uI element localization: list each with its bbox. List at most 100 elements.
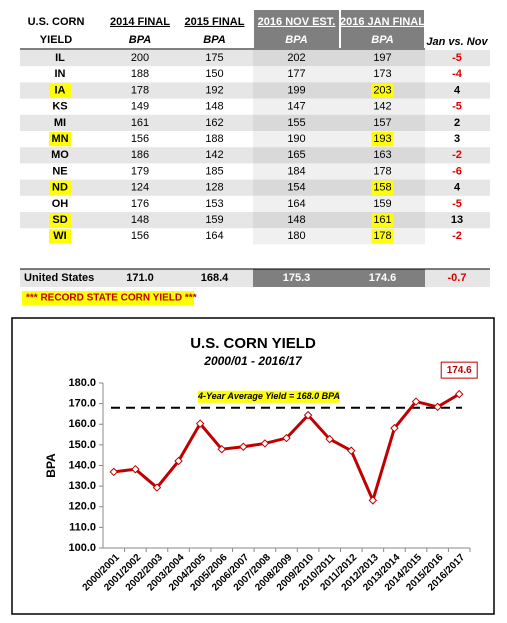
total-cell: 174.6 bbox=[369, 272, 397, 284]
chart-subtitle: 2000/01 - 2016/17 bbox=[203, 354, 303, 368]
y-tick-label: 120.0 bbox=[68, 501, 96, 513]
note: *** RECORD STATE CORN YIELD *** bbox=[26, 293, 197, 304]
y-axis-label: BPA bbox=[44, 453, 58, 478]
table-cell: -4 bbox=[452, 68, 463, 80]
table-cell: 148 bbox=[287, 214, 305, 226]
col-bg bbox=[253, 163, 425, 180]
col-bg bbox=[253, 82, 425, 99]
table-cell: 158 bbox=[373, 182, 391, 194]
table-cell: 149 bbox=[131, 101, 149, 113]
col-bg bbox=[253, 50, 425, 67]
state-label: WI bbox=[53, 230, 66, 242]
column-header: YIELD bbox=[40, 34, 72, 46]
table-cell: 165 bbox=[287, 149, 305, 161]
point-marker bbox=[239, 442, 248, 451]
table-cell: 142 bbox=[205, 149, 223, 161]
col-bg bbox=[253, 114, 425, 131]
table-cell: 192 bbox=[205, 84, 223, 96]
table-cell: -2 bbox=[452, 230, 462, 242]
y-tick-label: 110.0 bbox=[69, 521, 96, 533]
col-bg bbox=[253, 66, 425, 83]
table-cell: 163 bbox=[373, 149, 391, 161]
state-label: IL bbox=[55, 52, 65, 64]
point-marker bbox=[282, 433, 291, 443]
column-header: 2015 FINAL bbox=[185, 16, 245, 28]
table-cell: 4 bbox=[454, 84, 461, 96]
record-highlight bbox=[371, 180, 394, 195]
record-highlight bbox=[49, 213, 71, 228]
point-marker bbox=[109, 467, 119, 477]
table-cell: 200 bbox=[131, 52, 149, 64]
table-cell: 153 bbox=[205, 198, 223, 210]
table-cell: -5 bbox=[452, 198, 462, 210]
table-cell: 142 bbox=[373, 101, 391, 113]
point-marker bbox=[368, 496, 378, 505]
table-cell: 156 bbox=[131, 230, 149, 242]
y-tick-label: 170.0 bbox=[68, 398, 96, 410]
record-highlight bbox=[49, 229, 71, 244]
table-cell: 188 bbox=[205, 133, 223, 145]
table-cell: 161 bbox=[131, 117, 149, 129]
table-cell: 203 bbox=[373, 84, 391, 96]
table-cell: 178 bbox=[373, 165, 391, 177]
table-cell: 157 bbox=[373, 117, 391, 129]
col-bg bbox=[253, 179, 425, 196]
table-cell: 164 bbox=[287, 198, 305, 210]
column-header: 2016 NOV EST. bbox=[258, 16, 336, 28]
col-bg bbox=[253, 212, 425, 229]
column-header: Jan vs. Nov bbox=[426, 36, 488, 48]
table-cell: 124 bbox=[131, 182, 149, 194]
table-cell: 162 bbox=[205, 117, 223, 129]
table-cell: 202 bbox=[287, 52, 305, 64]
table-cell: 175 bbox=[205, 52, 223, 64]
state-label: NE bbox=[52, 165, 67, 177]
record-highlight bbox=[371, 229, 394, 244]
table-cell: 173 bbox=[373, 68, 391, 80]
table-cell: 159 bbox=[373, 198, 391, 210]
table-cell: 197 bbox=[373, 52, 391, 64]
y-tick-label: 160.0 bbox=[68, 418, 96, 430]
column-header: U.S. CORN bbox=[28, 16, 85, 28]
note-bg bbox=[22, 291, 194, 305]
table-cell: 13 bbox=[451, 214, 463, 226]
point-marker bbox=[411, 397, 421, 406]
header-bg bbox=[254, 10, 339, 48]
point-marker bbox=[347, 446, 356, 455]
column-header: BPA bbox=[203, 34, 225, 46]
point-marker bbox=[433, 402, 442, 412]
table-cell: 179 bbox=[131, 165, 149, 177]
record-highlight bbox=[49, 83, 71, 98]
table-cell: 4 bbox=[454, 182, 461, 194]
point-marker bbox=[174, 456, 183, 466]
state-label: OH bbox=[52, 198, 69, 210]
table-cell: 147 bbox=[287, 101, 305, 113]
table-cell: 161 bbox=[373, 214, 391, 226]
col-bg bbox=[253, 98, 425, 115]
col-bg bbox=[253, 131, 425, 148]
table-cell: 128 bbox=[205, 182, 223, 194]
value-label-box bbox=[440, 361, 478, 379]
table-cell: 155 bbox=[287, 117, 305, 129]
table-cell: 148 bbox=[131, 214, 149, 226]
reference-label-bg bbox=[198, 390, 340, 403]
column-header: 2014 FINAL bbox=[110, 16, 170, 28]
table-cell: 159 bbox=[205, 214, 223, 226]
table-cell: 199 bbox=[287, 84, 305, 96]
table-cell: 185 bbox=[205, 165, 223, 177]
y-tick-label: 100.0 bbox=[68, 542, 96, 554]
record-highlight bbox=[371, 83, 394, 98]
column-header: 2016 JAN FINAL bbox=[340, 16, 425, 28]
state-label: IA bbox=[55, 84, 66, 96]
total-cell: -0.7 bbox=[448, 272, 467, 284]
table-cell: 3 bbox=[454, 133, 460, 145]
table-cell: 177 bbox=[287, 68, 305, 80]
col-bg bbox=[253, 147, 425, 164]
table-cell: 2 bbox=[454, 117, 460, 129]
table-cell: 178 bbox=[131, 84, 149, 96]
table-cell: 190 bbox=[287, 133, 305, 145]
table-cell: 186 bbox=[131, 149, 149, 161]
point-marker bbox=[325, 434, 334, 444]
reference-label: 4-Year Average Yield = 168.0 BPA bbox=[197, 391, 340, 401]
state-label: KS bbox=[52, 101, 67, 113]
